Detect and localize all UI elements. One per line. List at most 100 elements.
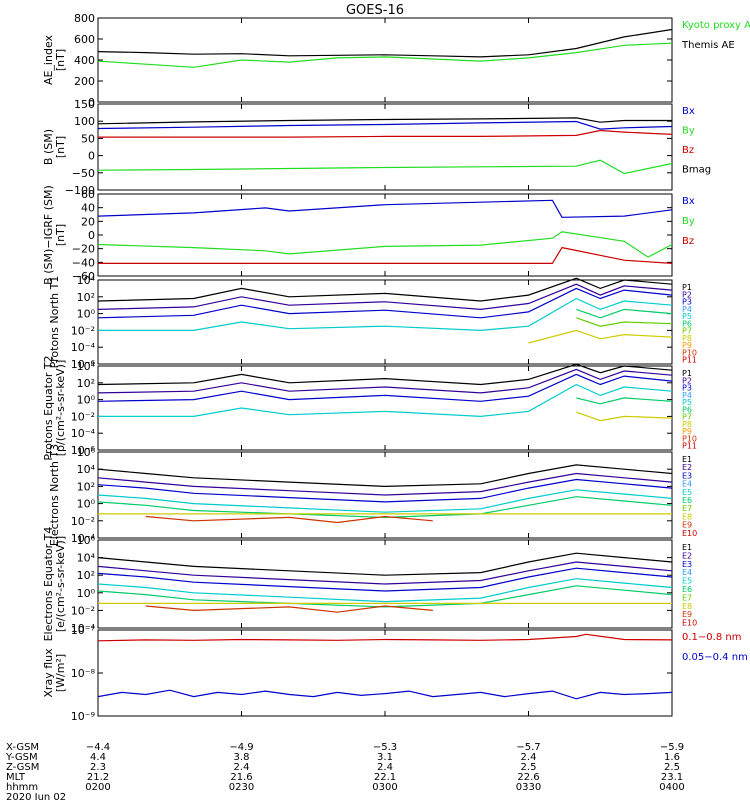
y-tick-label: 600 — [74, 33, 95, 46]
x-axis-row-label: MLT — [6, 772, 26, 783]
legend-entry: P7 — [682, 413, 692, 422]
legend-entry: P8 — [682, 334, 692, 343]
x-tick-value: 2.4 — [234, 762, 250, 773]
y-tick-label: 800 — [74, 12, 95, 25]
legend-entry: E5 — [682, 577, 692, 586]
y-tick-label: 10⁻² — [71, 515, 95, 528]
y-tick-label: 10² — [77, 480, 95, 493]
series-line-e6 — [97, 585, 673, 608]
x-tick-value: 4.4 — [90, 752, 106, 763]
legend-entry: P3 — [682, 384, 692, 393]
x-axis-row-label: Z-GSM — [6, 762, 39, 773]
y-tick-label: 10⁻⁸ — [71, 667, 96, 680]
y-axis-label: Protons North T1 — [48, 276, 61, 369]
x-tick-value: −5.3 — [373, 742, 397, 753]
x-tick-value: −4.4 — [86, 742, 110, 753]
series-line-p3 — [97, 287, 673, 319]
y-tick-label: −40 — [72, 256, 95, 269]
y-axis-label: B (SM) — [42, 129, 55, 165]
series-line-themisae — [97, 28, 673, 58]
y-tick-label: 10⁻⁴ — [71, 532, 96, 545]
legend-entry: P7 — [682, 327, 692, 336]
series-line-e6 — [97, 496, 673, 519]
x-tick-value: 21.6 — [230, 772, 252, 783]
x-tick-value: 0230 — [229, 782, 254, 793]
y-tick-label: 10⁻⁹ — [71, 710, 95, 723]
y-tick-label: 10⁻⁴ — [71, 341, 96, 354]
y-tick-label: 10⁻⁶ — [71, 358, 96, 371]
legend-entry: P4 — [682, 391, 692, 400]
x-tick-value: −4.9 — [229, 742, 253, 753]
legend-entry: E6 — [682, 496, 692, 505]
legend-entry: P1 — [682, 369, 692, 378]
legend-entry: P9 — [682, 427, 692, 436]
x-axis-row-label: Y-GSM — [5, 752, 38, 763]
y-tick-label: 10⁻⁴ — [71, 622, 96, 635]
x-tick-value: 22.6 — [517, 772, 539, 783]
series-line-0108nm — [97, 633, 673, 642]
y-axis-label: [p/(cm²-s-sr-keV)] — [54, 360, 67, 457]
y-tick-label: 60 — [81, 188, 95, 201]
y-tick-label: 10⁰ — [77, 308, 96, 321]
y-tick-label: 10⁻⁴ — [71, 427, 96, 440]
series-line-p5 — [98, 383, 673, 418]
legend-entry: E3 — [682, 560, 692, 569]
y-tick-label: 10² — [77, 569, 95, 582]
y-tick-label: 10⁶ — [77, 534, 96, 547]
y-axis-label: [nT] — [54, 136, 67, 158]
legend-entry: P5 — [682, 312, 692, 321]
legend-entry: Bz — [682, 145, 694, 156]
legend-entry: 0.05−0.4 nm — [682, 652, 748, 663]
y-tick-label: 10² — [77, 377, 95, 390]
legend-entry: Bz — [682, 236, 694, 247]
x-tick-value: 2.5 — [664, 762, 680, 773]
series-line-e5 — [97, 489, 673, 513]
legend-entry: P2 — [682, 290, 692, 299]
series-line-p5 — [98, 297, 673, 332]
series-line-e9 — [145, 605, 433, 613]
y-axis-label: Protons Equator T2 — [42, 355, 55, 460]
x-tick-value: 0300 — [372, 782, 397, 793]
y-tick-label: 10⁻² — [71, 604, 95, 617]
series-line-e2 — [97, 561, 673, 585]
legend-entry: E8 — [682, 602, 692, 611]
y-tick-label: 10⁻² — [71, 410, 95, 423]
y-tick-label: 150 — [74, 98, 95, 111]
y-axis-label: AE_index — [42, 34, 55, 85]
x-tick-value: 21.2 — [87, 772, 109, 783]
legend-entry: P6 — [682, 405, 692, 414]
series-line-e5 — [97, 578, 673, 603]
series-line-p1 — [97, 277, 673, 302]
series-line-bx — [97, 199, 673, 218]
series-line-e1 — [97, 552, 673, 576]
series-line-by — [97, 231, 673, 258]
x-tick-value: 23.1 — [661, 772, 683, 783]
series-line-p1 — [97, 363, 673, 386]
y-tick-label: 10⁰ — [77, 394, 96, 407]
legend-entry: E3 — [682, 471, 692, 480]
series-line-p7 — [576, 317, 673, 327]
y-tick-label: 200 — [74, 75, 95, 88]
x-tick-value: 0330 — [516, 782, 541, 793]
y-axis-label: [e/(cm²-s-sr-keV)] — [54, 536, 67, 632]
series-line-p3 — [97, 373, 673, 402]
x-tick-value: 3.1 — [377, 752, 393, 763]
y-tick-label: −50 — [72, 167, 95, 180]
y-tick-label: 0 — [88, 229, 95, 242]
legend-entry: E8 — [682, 512, 692, 521]
legend-entry: E9 — [682, 610, 692, 619]
y-axis-label: [nT] — [54, 49, 67, 71]
series-line-p6 — [576, 397, 673, 405]
y-tick-label: 10⁻⁶ — [71, 444, 96, 457]
x-tick-value: 1.6 — [664, 752, 680, 763]
legend-entry: E6 — [682, 585, 692, 594]
series-line-bx — [97, 120, 673, 130]
legend-entry: P8 — [682, 420, 692, 429]
series-line-bmag — [97, 117, 672, 125]
y-axis-label: Electrons North T3 — [48, 444, 61, 546]
legend-entry: P3 — [682, 298, 692, 307]
legend-entry: Bmag — [682, 165, 711, 176]
y-tick-label: 10² — [77, 291, 95, 304]
